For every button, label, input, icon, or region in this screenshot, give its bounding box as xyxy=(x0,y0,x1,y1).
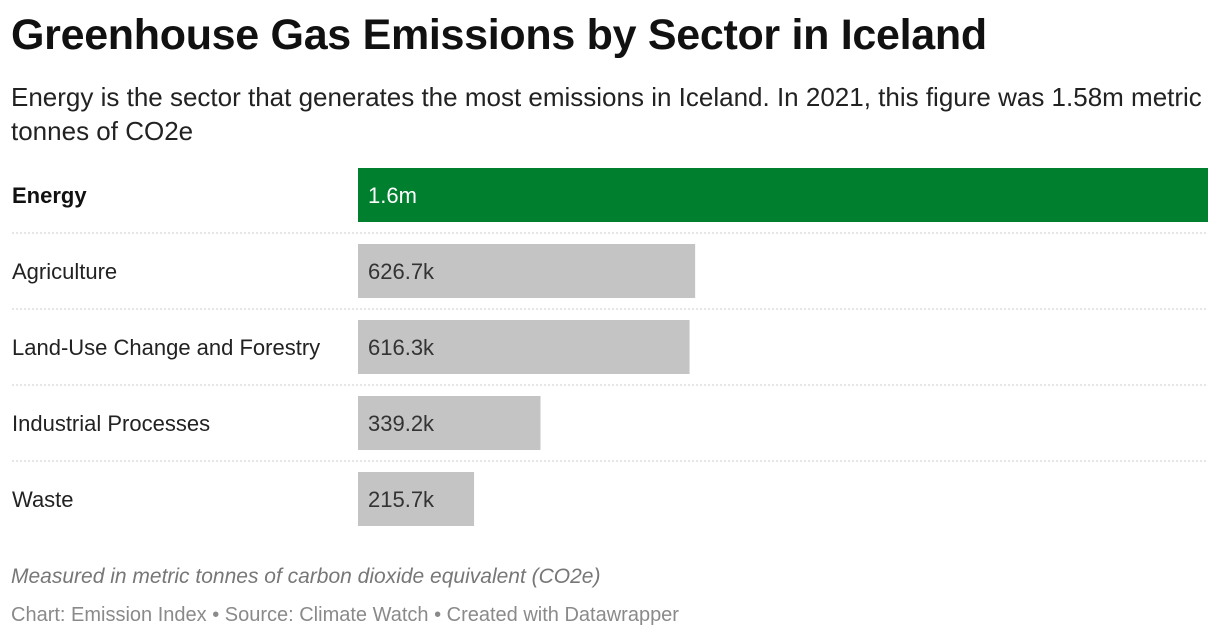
category-label-energy: Energy xyxy=(12,183,87,208)
bar-land-use-change-and-forestry xyxy=(358,320,690,374)
bar-energy xyxy=(358,168,1208,222)
chart-footer: Chart: Emission Index • Source: Climate … xyxy=(11,604,679,626)
value-label-industrial-processes: 339.2k xyxy=(368,411,435,436)
bar-industrial-processes xyxy=(358,396,541,450)
bar-agriculture xyxy=(358,244,696,298)
value-label-agriculture: 626.7k xyxy=(368,259,435,284)
chart-subtitle: Energy is the sector that generates the … xyxy=(11,82,1202,146)
category-label-industrial-processes: Industrial Processes xyxy=(12,411,210,436)
category-label-agriculture: Agriculture xyxy=(12,259,117,284)
chart-title: Greenhouse Gas Emissions by Sector in Ic… xyxy=(11,11,987,59)
bar-chart: Energy 1.6m Agriculture 626.7k Land-Use Chan… xyxy=(12,168,1208,526)
bar-waste xyxy=(358,472,475,526)
category-label-land-use-change-and-forestry: Land-Use Change and Forestry xyxy=(12,335,320,360)
value-label-waste: 215.7k xyxy=(368,487,435,512)
value-label-land-use-change-and-forestry: 616.3k xyxy=(368,335,435,360)
category-label-waste: Waste xyxy=(12,487,74,512)
chart-notes: Measured in metric tonnes of carbon diox… xyxy=(11,565,601,588)
value-label-energy: 1.6m xyxy=(368,183,417,208)
